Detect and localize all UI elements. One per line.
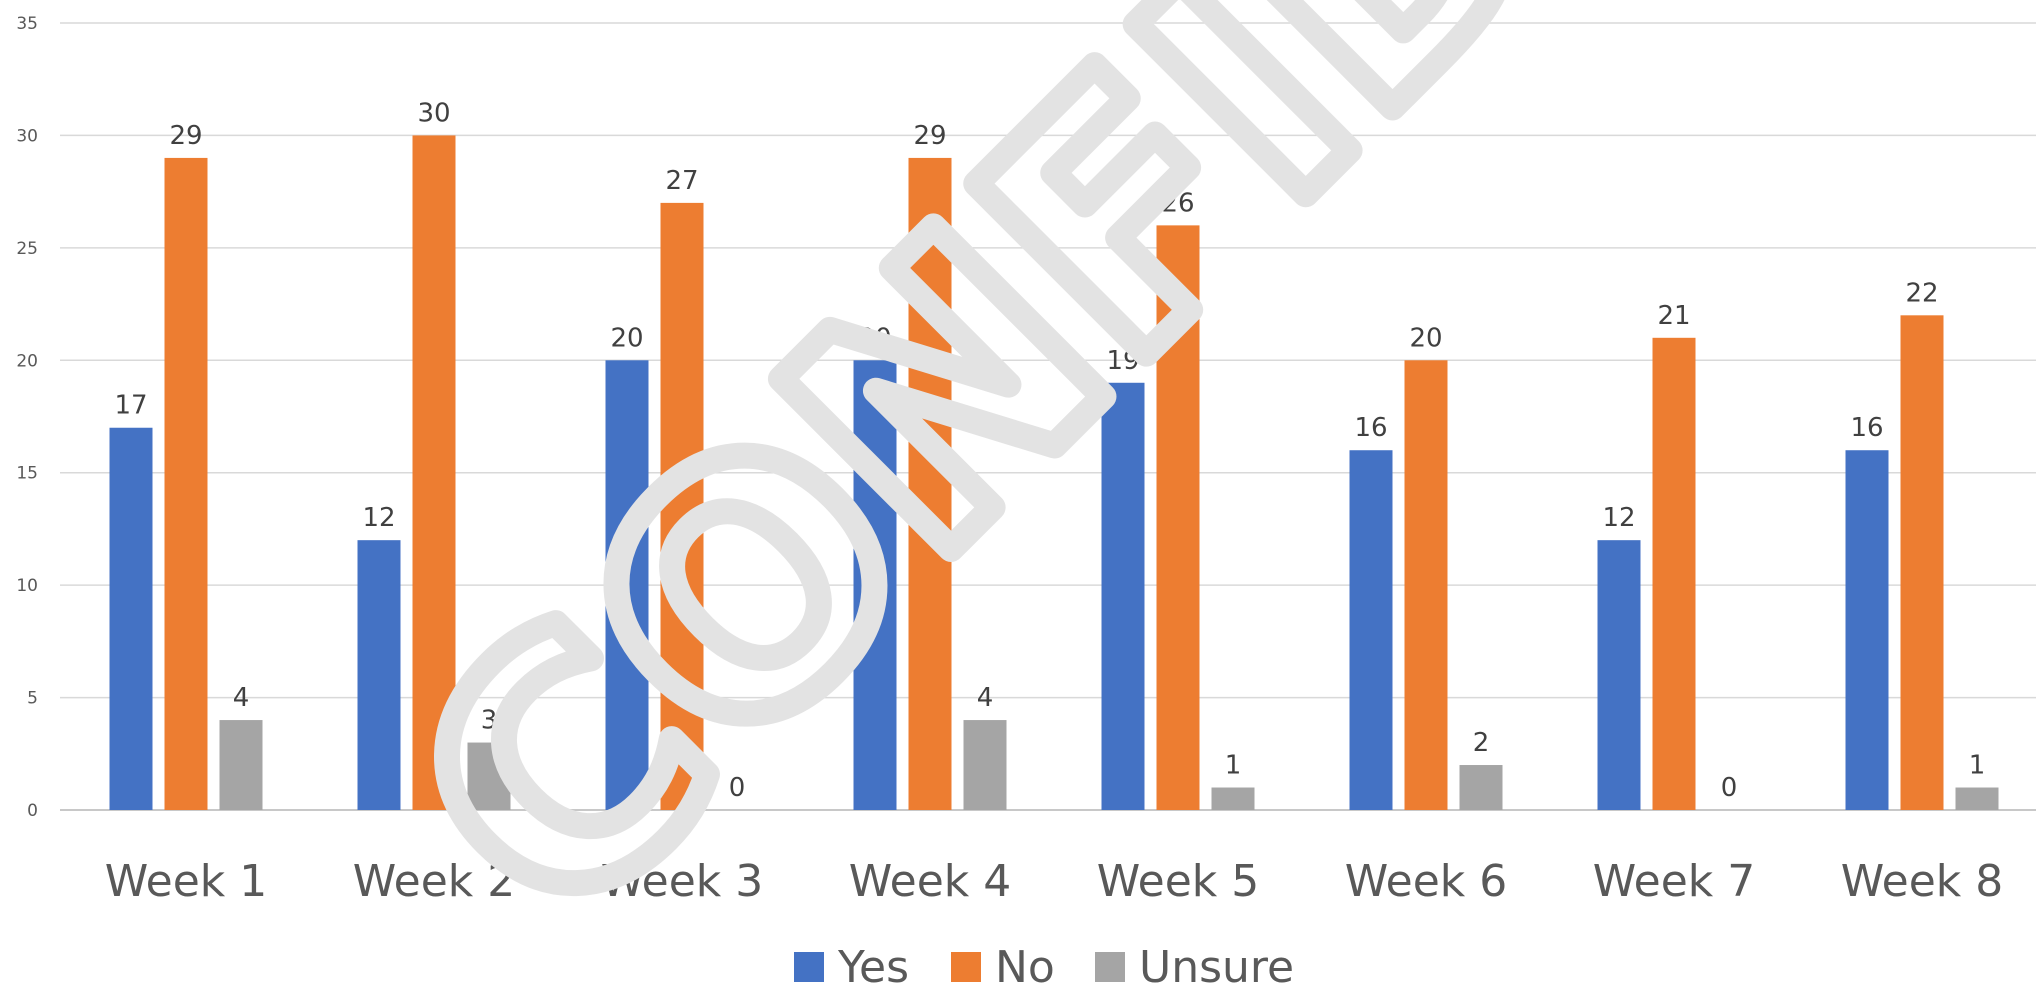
data-label: 1: [1969, 751, 1986, 781]
x-category-label: Week 1: [105, 856, 268, 907]
bar-no-8: [1900, 315, 1944, 810]
x-category-label: Week 3: [601, 856, 764, 907]
data-label: 20: [858, 323, 891, 353]
legend-label-yes: Yes: [837, 942, 909, 993]
y-tick-label: 10: [16, 576, 38, 596]
bar-no-4: [908, 157, 952, 810]
bar-no-1: [164, 157, 208, 810]
y-axis-ticks: 0 5 10 15 20 25 30 35: [16, 14, 38, 821]
bar-no-6: [1404, 360, 1448, 810]
bar-unsure-8: [1955, 787, 1999, 810]
y-tick-label: 30: [16, 126, 38, 146]
bar-yes-1: [109, 427, 153, 810]
data-label: 19: [1106, 346, 1139, 376]
bar-no-3: [660, 202, 704, 810]
bar-yes-7: [1597, 540, 1641, 810]
data-label: 12: [1602, 503, 1635, 533]
data-label: 1: [1225, 751, 1242, 781]
data-label: 29: [169, 121, 202, 151]
legend-swatch-unsure: [1095, 952, 1125, 982]
bar-no-7: [1652, 337, 1696, 810]
data-label: 30: [417, 98, 450, 128]
x-category-label: Week 5: [1097, 856, 1260, 907]
bar-no-5: [1156, 225, 1200, 810]
bar-unsure-1: [219, 720, 263, 810]
data-label: 0: [1721, 773, 1738, 803]
data-label: 3: [481, 706, 498, 736]
data-label: 17: [114, 391, 147, 421]
data-label: 20: [610, 323, 643, 353]
y-tick-label: 0: [27, 801, 38, 821]
data-labels: 17 29 4 12 30 3 20 27 0 20 29 4 19 26 1 16 20 2 12 21 0 16 22 1: [114, 98, 1985, 803]
data-label: 26: [1161, 188, 1194, 218]
y-tick-label: 5: [27, 689, 38, 709]
y-tick-label: 15: [16, 464, 38, 484]
x-category-label: Week 7: [1593, 856, 1756, 907]
bar-yes-4: [853, 360, 897, 810]
data-label: 20: [1409, 323, 1442, 353]
y-tick-label: 20: [16, 351, 38, 371]
data-label: 4: [977, 683, 994, 713]
data-label: 21: [1657, 301, 1690, 331]
data-label: 22: [1905, 278, 1938, 308]
data-label: 29: [913, 121, 946, 151]
x-axis-categories: Week 1 Week 2 Week 3 Week 4 Week 5 Week 6 Week…: [105, 856, 2004, 907]
data-label: 2: [1473, 728, 1490, 758]
x-category-label: Week 2: [353, 856, 516, 907]
bar-yes-8: [1845, 450, 1889, 810]
data-label: 16: [1850, 413, 1883, 443]
data-label: 12: [362, 503, 395, 533]
bar-unsure-5: [1211, 787, 1255, 810]
bar-yes-6: [1349, 450, 1393, 810]
bar-yes-2: [357, 540, 401, 810]
y-tick-label: 25: [16, 239, 38, 259]
bar-unsure-2: [467, 742, 511, 810]
bar-unsure-6: [1459, 765, 1503, 810]
legend-label-unsure: Unsure: [1139, 942, 1294, 993]
bar-no-2: [412, 135, 456, 810]
data-label: 4: [233, 683, 250, 713]
bar-yes-5: [1101, 382, 1145, 810]
x-category-label: Week 8: [1841, 856, 2004, 907]
data-label: 16: [1354, 413, 1387, 443]
x-category-label: Week 4: [849, 856, 1012, 907]
legend-swatch-no: [951, 952, 981, 982]
data-label: 0: [729, 773, 746, 803]
legend-label-no: No: [995, 942, 1055, 993]
legend-swatch-yes: [794, 952, 824, 982]
y-tick-label: 35: [16, 14, 38, 34]
bar-yes-3: [605, 360, 649, 810]
bars: [109, 135, 1999, 810]
x-category-label: Week 6: [1345, 856, 1508, 907]
legend: Yes No Unsure: [794, 942, 1294, 993]
data-label: 27: [665, 166, 698, 196]
bar-unsure-4: [963, 720, 1007, 810]
